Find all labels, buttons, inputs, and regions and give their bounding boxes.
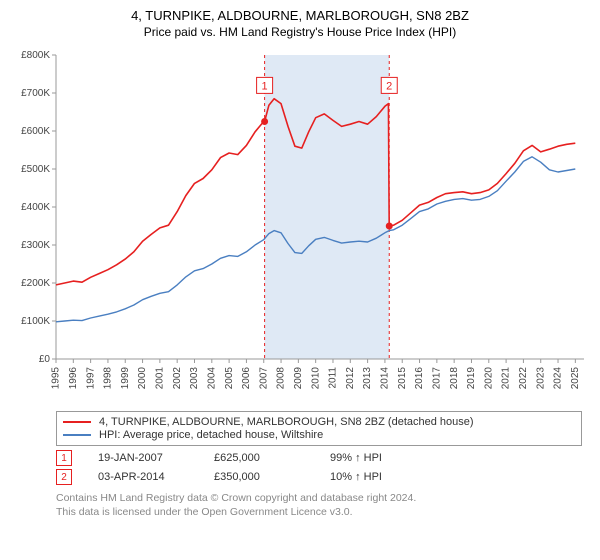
attribution-line: This data is licensed under the Open Gov…	[56, 505, 582, 519]
chart-title-subtitle: Price paid vs. HM Land Registry's House …	[8, 25, 592, 39]
svg-text:£400K: £400K	[21, 202, 50, 213]
attribution: Contains HM Land Registry data © Crown c…	[56, 491, 582, 519]
svg-text:2021: 2021	[501, 367, 512, 390]
svg-text:2013: 2013	[362, 367, 373, 390]
svg-text:1: 1	[262, 80, 268, 92]
chart-title-address: 4, TURNPIKE, ALDBOURNE, MARLBOROUGH, SN8…	[8, 8, 592, 23]
svg-text:2009: 2009	[293, 367, 304, 390]
svg-text:2016: 2016	[414, 367, 425, 390]
svg-text:£200K: £200K	[21, 278, 50, 289]
svg-text:1997: 1997	[85, 367, 96, 390]
legend-label: 4, TURNPIKE, ALDBOURNE, MARLBOROUGH, SN8…	[99, 416, 474, 428]
legend: 4, TURNPIKE, ALDBOURNE, MARLBOROUGH, SN8…	[56, 411, 582, 446]
svg-text:2010: 2010	[310, 367, 321, 390]
svg-text:2008: 2008	[276, 367, 287, 390]
svg-text:£300K: £300K	[21, 240, 50, 251]
marker-date: 03-APR-2014	[98, 471, 188, 483]
marker-pct: 10% ↑ HPI	[330, 471, 420, 483]
svg-text:2003: 2003	[189, 367, 200, 390]
svg-text:1998: 1998	[103, 367, 114, 390]
svg-text:2015: 2015	[397, 367, 408, 390]
legend-row: HPI: Average price, detached house, Wilt…	[63, 429, 575, 441]
svg-text:2023: 2023	[535, 367, 546, 390]
svg-text:2: 2	[386, 80, 392, 92]
sale-marker-row: 2 03-APR-2014 £350,000 10% ↑ HPI	[56, 469, 582, 485]
svg-text:2011: 2011	[328, 367, 339, 389]
legend-label: HPI: Average price, detached house, Wilt…	[99, 429, 323, 441]
svg-text:2004: 2004	[206, 367, 217, 390]
svg-text:2018: 2018	[449, 367, 460, 390]
marker-badge: 1	[56, 450, 72, 466]
sale-marker-row: 1 19-JAN-2007 £625,000 99% ↑ HPI	[56, 450, 582, 466]
svg-text:£600K: £600K	[21, 126, 50, 137]
marker-badge: 2	[56, 469, 72, 485]
svg-text:2000: 2000	[137, 367, 148, 390]
sale-markers-table: 1 19-JAN-2007 £625,000 99% ↑ HPI 2 03-APR-201…	[56, 450, 582, 485]
svg-text:2012: 2012	[345, 367, 356, 390]
attribution-line: Contains HM Land Registry data © Crown c…	[56, 491, 582, 505]
svg-text:2007: 2007	[258, 367, 269, 390]
svg-text:2020: 2020	[483, 367, 494, 390]
svg-text:£100K: £100K	[21, 316, 50, 327]
svg-text:2019: 2019	[466, 367, 477, 390]
svg-text:2002: 2002	[172, 367, 183, 390]
svg-text:£700K: £700K	[21, 88, 50, 99]
svg-text:1995: 1995	[51, 367, 62, 390]
legend-swatch	[63, 434, 91, 436]
legend-row: 4, TURNPIKE, ALDBOURNE, MARLBOROUGH, SN8…	[63, 416, 575, 428]
svg-text:2001: 2001	[155, 367, 166, 390]
marker-pct: 99% ↑ HPI	[330, 452, 420, 464]
marker-price: £350,000	[214, 471, 304, 483]
chart-svg: £0 £100K £200K £300K £400K £500K £600K £700K £80…	[8, 45, 592, 405]
marker-price: £625,000	[214, 452, 304, 464]
svg-text:1996: 1996	[68, 367, 79, 390]
svg-text:2024: 2024	[553, 367, 564, 390]
marker-date: 19-JAN-2007	[98, 452, 188, 464]
svg-text:2006: 2006	[241, 367, 252, 390]
svg-text:2025: 2025	[570, 367, 581, 390]
svg-text:£800K: £800K	[21, 50, 50, 61]
svg-text:2014: 2014	[380, 367, 391, 390]
price-chart: £0 £100K £200K £300K £400K £500K £600K £700K £80…	[8, 45, 592, 405]
svg-text:2005: 2005	[224, 367, 235, 390]
svg-text:£0: £0	[39, 354, 51, 365]
legend-swatch	[63, 421, 91, 423]
svg-text:2017: 2017	[431, 367, 442, 390]
svg-text:2022: 2022	[518, 367, 529, 390]
svg-text:1999: 1999	[120, 367, 131, 390]
svg-text:£500K: £500K	[21, 164, 50, 175]
